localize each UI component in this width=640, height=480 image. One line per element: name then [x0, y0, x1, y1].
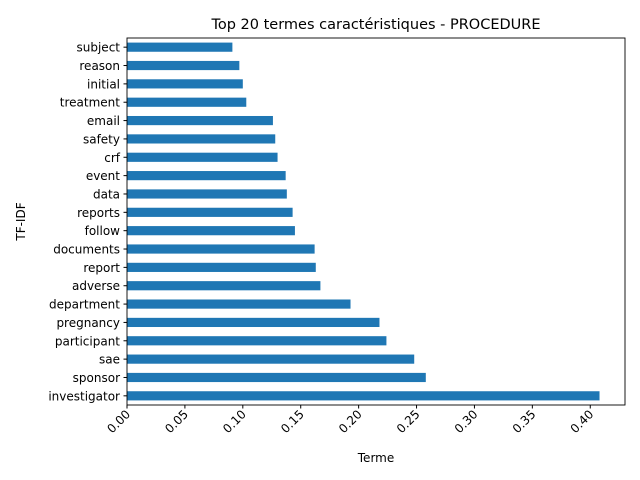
y-tick-label: treatment — [60, 96, 120, 110]
plot-frame — [126, 37, 626, 406]
bar-treatment — [127, 97, 247, 107]
y-axis-label: TF-IDF — [14, 202, 28, 241]
bar-sae — [127, 354, 415, 364]
bar-event — [127, 171, 286, 181]
y-tick-label: initial — [87, 77, 120, 91]
x-tick-label: 0.05 — [162, 407, 191, 436]
bar-documents — [127, 244, 315, 254]
bar-crf — [127, 152, 278, 162]
y-tick-label: follow — [85, 224, 121, 238]
y-tick-label: department — [49, 298, 120, 312]
y-tick-label: subject — [77, 41, 121, 55]
bar-email — [127, 115, 273, 126]
chart-title: Top 20 termes caractéristiques - PROCEDU… — [210, 17, 540, 33]
x-tick-label: 0.30 — [452, 407, 481, 436]
y-tick-labels: investigator sponsor sae participant pregnan… — [48, 41, 127, 403]
y-tick-label: reason — [79, 59, 120, 73]
bar-department — [127, 299, 351, 309]
y-tick-label: sae — [99, 353, 120, 367]
x-axis-label: Terme — [357, 451, 394, 465]
y-tick-label: documents — [53, 243, 120, 257]
y-tick-label: pregnancy — [56, 316, 120, 330]
x-tick-label: 0.15 — [278, 407, 307, 436]
y-tick-label: reports — [77, 206, 120, 220]
x-tick-label: 0.35 — [510, 407, 539, 436]
bar-reports — [127, 207, 293, 217]
bar-reason — [127, 60, 240, 71]
x-tick-label: 0.25 — [394, 407, 423, 436]
x-tick-label: 0.10 — [220, 407, 249, 436]
bar-follow — [127, 226, 295, 236]
bar-investigator — [127, 391, 600, 401]
x-tick-labels: 0.00 0.05 0.10 0.15 0.20 0.25 0.30 0.35 0.40 — [104, 405, 596, 436]
y-tick-label: investigator — [48, 389, 120, 403]
y-tick-label: sponsor — [73, 371, 120, 385]
x-tick-label: 0.40 — [568, 407, 597, 436]
bar-data — [127, 189, 287, 199]
x-tick-label: 0.20 — [336, 407, 365, 436]
y-tick-label: report — [83, 261, 120, 275]
bars-group — [127, 42, 600, 401]
y-tick-label: crf — [104, 151, 121, 165]
bar-adverse — [127, 281, 321, 291]
y-tick-label: participant — [55, 334, 120, 348]
bar-participant — [127, 336, 387, 346]
y-tick-label: data — [93, 187, 120, 201]
y-tick-label: adverse — [72, 279, 120, 293]
bar-subject — [127, 42, 233, 52]
bar-pregnancy — [127, 317, 380, 328]
y-tick-label: event — [86, 169, 120, 183]
bar-initial — [127, 79, 243, 89]
bar-sponsor — [127, 372, 426, 383]
bar-safety — [127, 134, 276, 144]
y-tick-label: safety — [83, 132, 120, 146]
x-tick-label: 0.00 — [104, 407, 133, 436]
y-tick-label: email — [87, 114, 120, 128]
bar-report — [127, 262, 316, 272]
